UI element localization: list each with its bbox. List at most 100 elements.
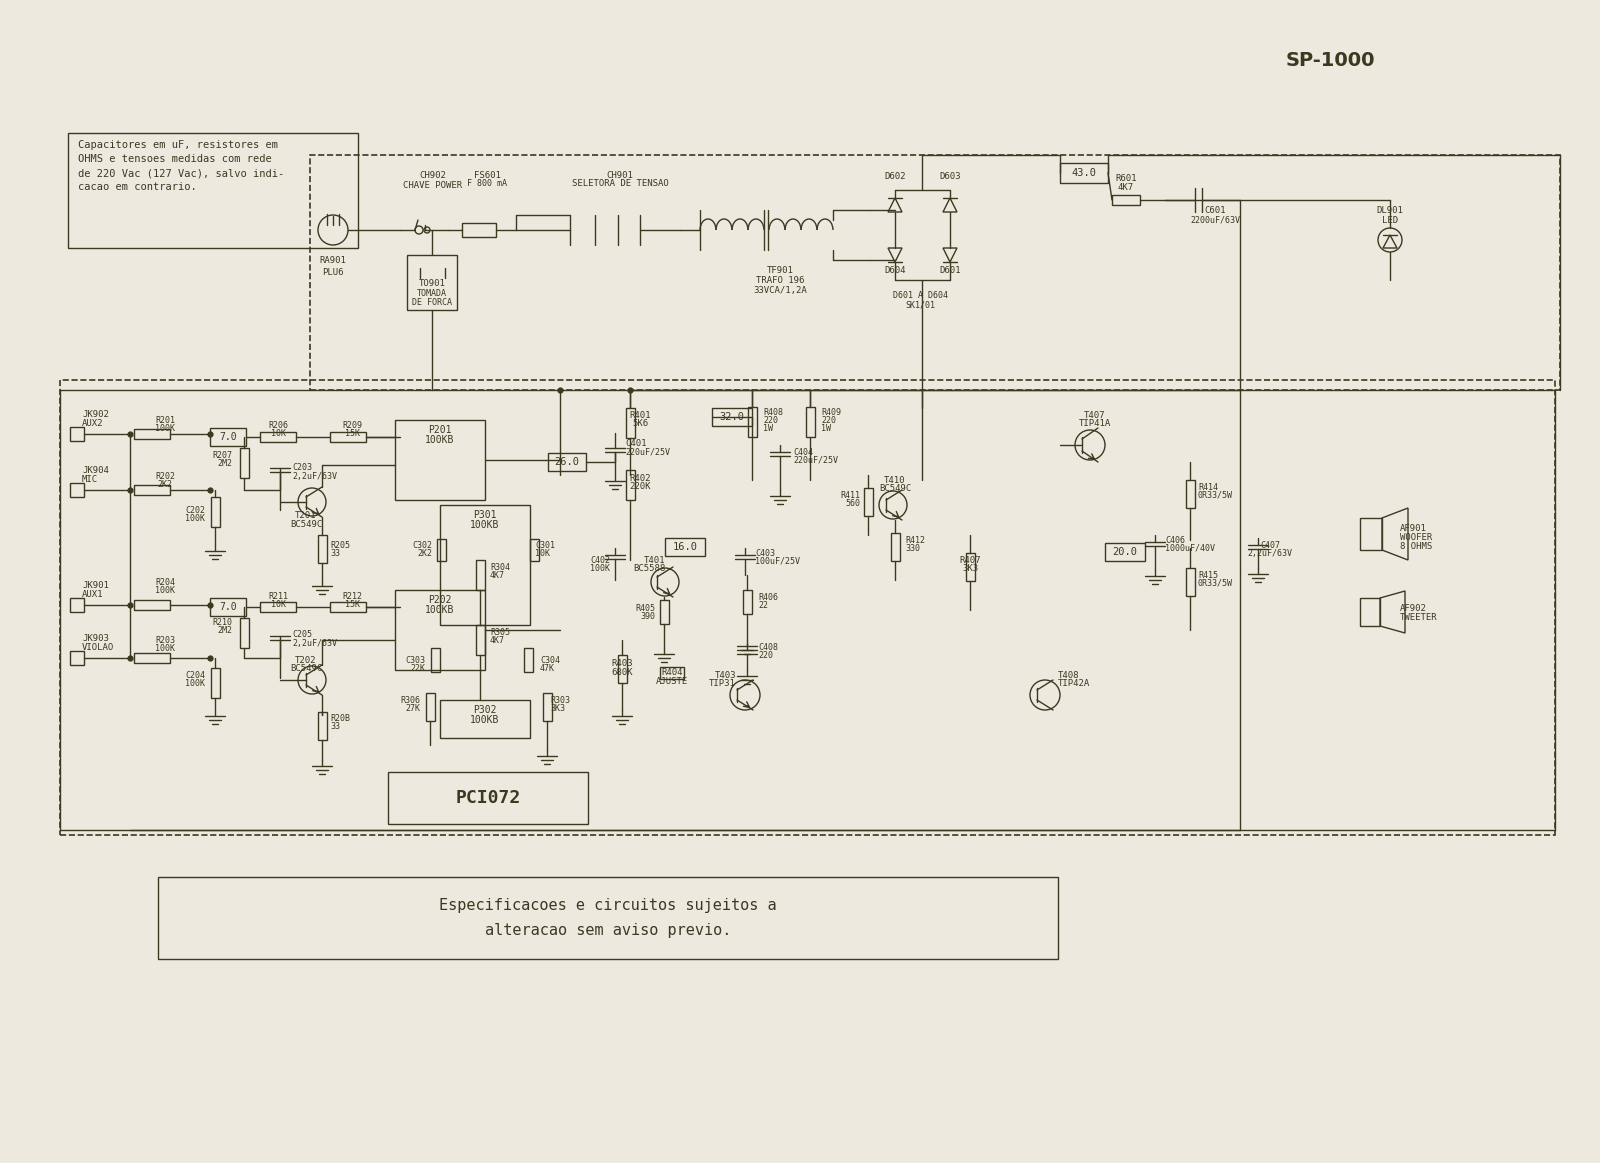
Bar (134, 429, 170, 438)
Bar (661, 668, 685, 679)
Bar (618, 655, 627, 683)
Text: 100K: 100K (590, 564, 610, 572)
Text: BC549C: BC549C (290, 664, 322, 672)
Text: R406: R406 (758, 592, 778, 601)
Text: FS601: FS601 (474, 171, 501, 179)
Text: 20.0: 20.0 (1112, 547, 1138, 557)
Text: 22: 22 (758, 600, 768, 609)
Text: DE FORCA: DE FORCA (413, 298, 453, 307)
Text: 220K: 220K (629, 481, 651, 491)
Text: CHAVE POWER: CHAVE POWER (403, 180, 462, 190)
Text: R211: R211 (269, 592, 288, 600)
Text: 4K7: 4K7 (1118, 183, 1134, 192)
Text: C402: C402 (590, 556, 610, 564)
Text: R405: R405 (635, 604, 654, 613)
Text: D603: D603 (939, 171, 960, 180)
Text: P201: P201 (429, 424, 451, 435)
Bar (462, 223, 496, 237)
Bar (530, 538, 539, 561)
Text: D604: D604 (885, 265, 906, 274)
Text: 1W: 1W (821, 423, 830, 433)
Text: SK1/01: SK1/01 (906, 300, 934, 309)
Bar (1360, 518, 1382, 550)
Text: 220: 220 (821, 415, 837, 424)
Text: T410: T410 (885, 476, 906, 485)
Text: 2200uF/63V: 2200uF/63V (1190, 215, 1240, 224)
Text: 100KB: 100KB (470, 715, 499, 725)
Text: C403: C403 (755, 549, 774, 557)
Text: 220uF/25V: 220uF/25V (794, 456, 838, 464)
Text: CH901: CH901 (606, 171, 634, 179)
Text: 220: 220 (758, 650, 773, 659)
Text: DL901: DL901 (1376, 206, 1403, 214)
Text: 10K: 10K (534, 549, 550, 557)
Text: 100K: 100K (186, 678, 205, 687)
Bar (626, 408, 635, 438)
Text: F 800 mA: F 800 mA (467, 178, 507, 187)
Text: T408: T408 (1058, 671, 1080, 679)
Text: TOMADA: TOMADA (418, 288, 446, 298)
Bar (406, 255, 458, 311)
Text: R401: R401 (629, 411, 651, 420)
Bar (440, 505, 530, 625)
Bar (70, 483, 85, 497)
Text: TIP42A: TIP42A (1058, 678, 1090, 687)
Text: PCI072: PCI072 (456, 789, 520, 807)
Text: C204: C204 (186, 671, 205, 679)
Bar (525, 648, 533, 672)
Text: BC5588: BC5588 (632, 564, 666, 572)
Bar (310, 155, 1560, 390)
Text: R407: R407 (960, 556, 981, 564)
Text: R415: R415 (1198, 571, 1218, 579)
Text: BC549C: BC549C (290, 520, 322, 528)
Text: 16.0: 16.0 (672, 542, 698, 552)
Text: T403: T403 (715, 671, 736, 679)
Text: 47K: 47K (541, 664, 555, 672)
Bar (626, 470, 635, 500)
Text: TWEETER: TWEETER (1400, 613, 1438, 621)
Bar (966, 552, 974, 582)
Bar (549, 454, 586, 471)
Bar (240, 618, 250, 648)
Text: 8 OHMS: 8 OHMS (1400, 542, 1432, 550)
Text: 15K: 15K (344, 599, 360, 608)
Bar (210, 598, 246, 616)
Text: 100K: 100K (155, 585, 174, 594)
Text: C304: C304 (541, 656, 560, 664)
Text: AUX1: AUX1 (82, 590, 104, 599)
Text: 2K2: 2K2 (418, 549, 432, 557)
Text: 27K: 27K (405, 704, 421, 713)
Text: 15K: 15K (344, 428, 360, 437)
Text: SELETORA DE TENSAO: SELETORA DE TENSAO (571, 178, 669, 187)
Text: LED: LED (1382, 215, 1398, 224)
Text: 2M2: 2M2 (218, 458, 232, 468)
Text: P301: P301 (474, 511, 496, 520)
Text: 10K: 10K (270, 428, 285, 437)
Text: VIOLAO: VIOLAO (82, 642, 114, 651)
Bar (389, 772, 589, 825)
Bar (477, 625, 485, 655)
Bar (211, 497, 221, 527)
Text: TRAFO 196: TRAFO 196 (755, 276, 805, 285)
Text: 2,2uF/63V: 2,2uF/63V (1248, 549, 1293, 557)
Text: 2K2: 2K2 (157, 479, 173, 488)
Bar (542, 693, 552, 721)
Text: 100KB: 100KB (470, 520, 499, 530)
Bar (330, 431, 366, 442)
Bar (261, 602, 296, 612)
Bar (395, 420, 485, 500)
Text: C601: C601 (1205, 206, 1226, 214)
Text: 26.0: 26.0 (555, 457, 579, 468)
Text: 3K3: 3K3 (550, 704, 565, 713)
Text: R306: R306 (400, 695, 421, 705)
Text: R209: R209 (342, 421, 362, 429)
Text: R408: R408 (763, 407, 782, 416)
Bar (749, 407, 757, 437)
Text: 7.0: 7.0 (219, 431, 237, 442)
Text: R402: R402 (629, 473, 651, 483)
Bar (395, 590, 485, 670)
Text: 390: 390 (640, 612, 654, 621)
Text: R412: R412 (906, 535, 925, 544)
Text: 7.0: 7.0 (219, 602, 237, 612)
Text: 22K: 22K (410, 664, 426, 672)
